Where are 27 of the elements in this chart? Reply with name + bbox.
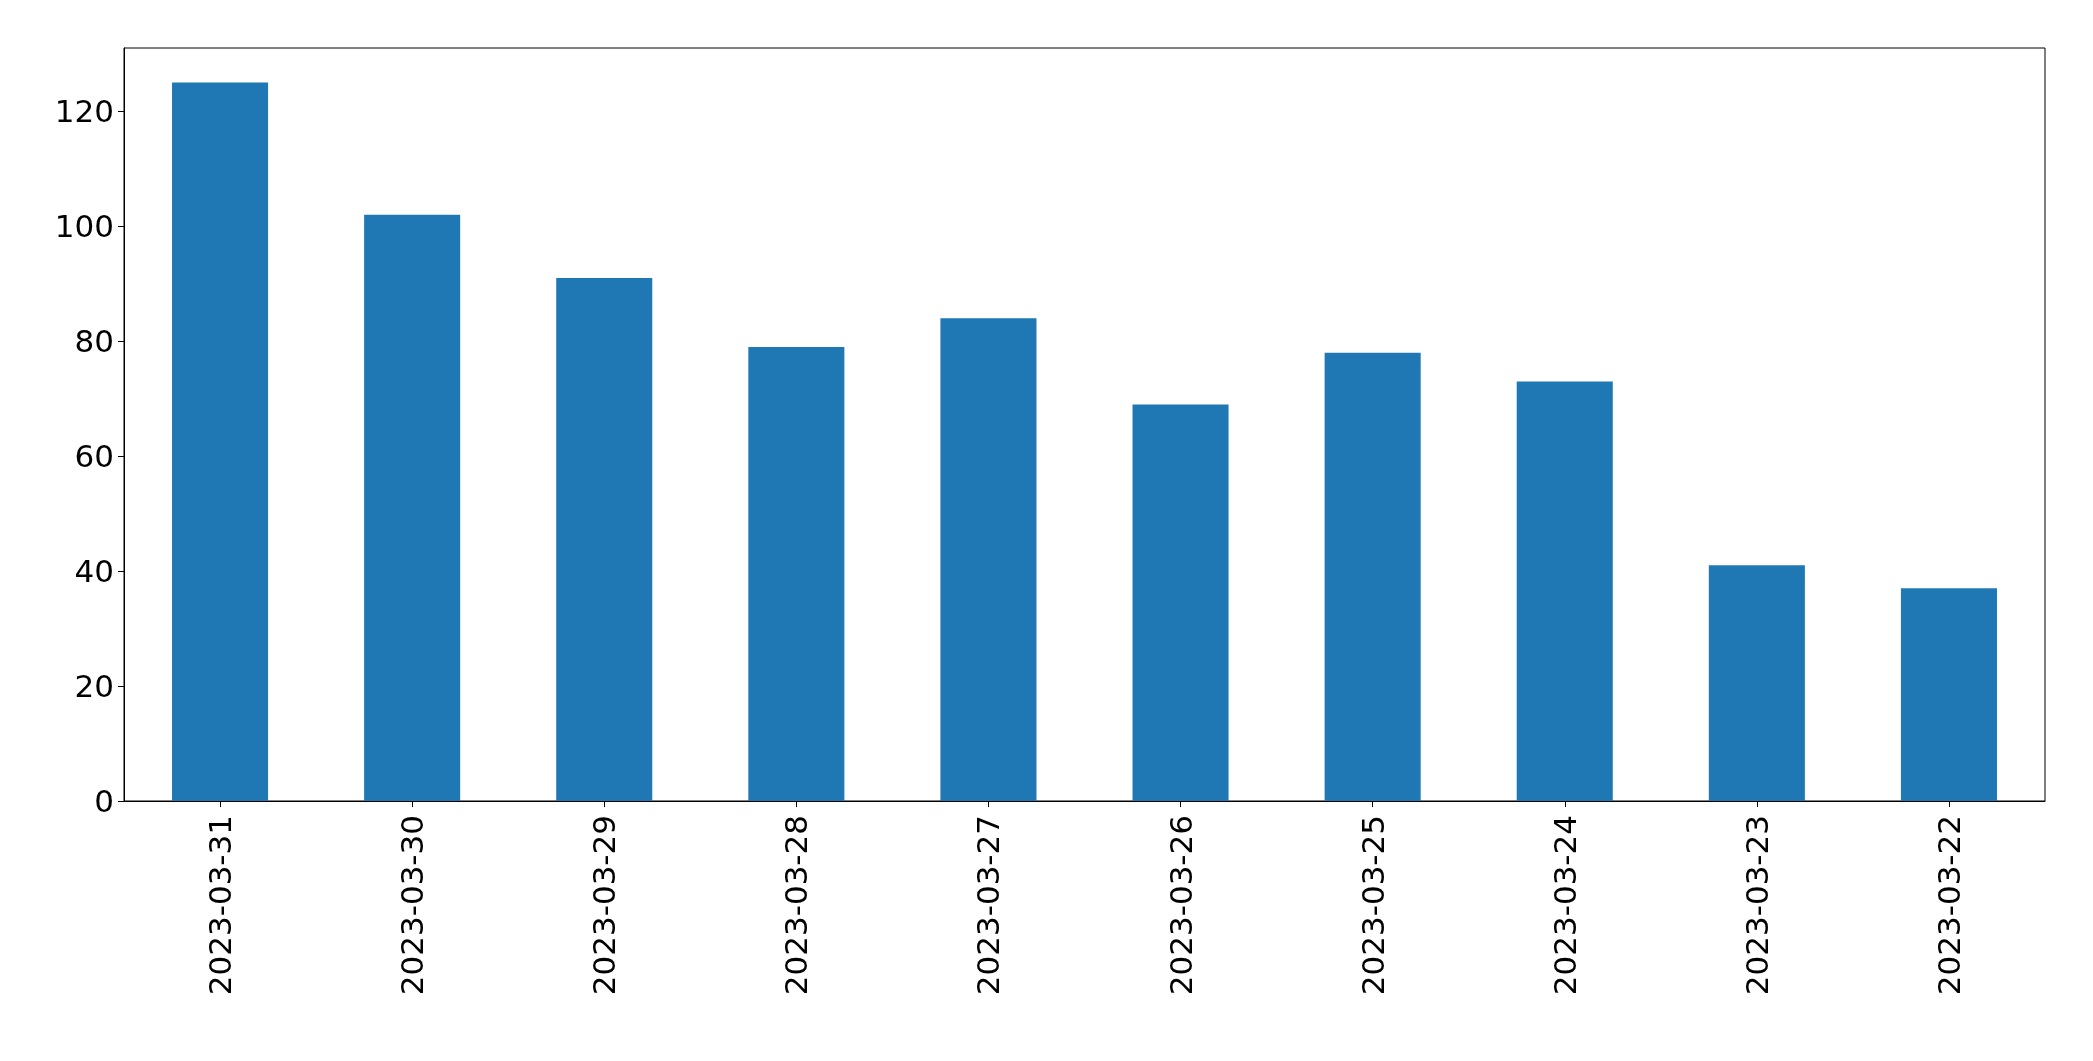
x-tick-label: 2023-03-28 <box>778 815 815 996</box>
bar <box>1900 588 1997 801</box>
y-tick-label: 120 <box>54 93 114 130</box>
y-tick-label: 0 <box>94 783 114 819</box>
bar <box>940 318 1037 801</box>
x-tick-label: 2023-03-24 <box>1546 815 1583 996</box>
x-tick-label: 2023-03-22 <box>1930 815 1967 996</box>
bar <box>172 82 269 801</box>
x-tick-label: 2023-03-23 <box>1738 815 1775 996</box>
x-tick-label: 2023-03-31 <box>202 815 239 996</box>
y-tick-label: 60 <box>74 438 114 475</box>
bar <box>364 214 461 801</box>
x-tick-label: 2023-03-25 <box>1354 815 1391 996</box>
bar <box>748 346 845 801</box>
bar <box>1516 381 1613 801</box>
y-tick-label: 100 <box>54 208 114 245</box>
y-tick-label: 20 <box>74 668 114 705</box>
y-tick-label: 40 <box>74 553 114 590</box>
bar <box>1708 565 1805 801</box>
x-tick-label: 2023-03-27 <box>970 815 1007 996</box>
bar <box>556 277 653 801</box>
bar <box>1132 404 1229 801</box>
bar <box>1324 352 1421 801</box>
x-tick-label: 2023-03-26 <box>1162 815 1199 996</box>
x-tick-label: 2023-03-29 <box>586 815 623 996</box>
x-tick-label: 2023-03-30 <box>394 815 431 996</box>
y-tick-label: 80 <box>74 323 114 360</box>
